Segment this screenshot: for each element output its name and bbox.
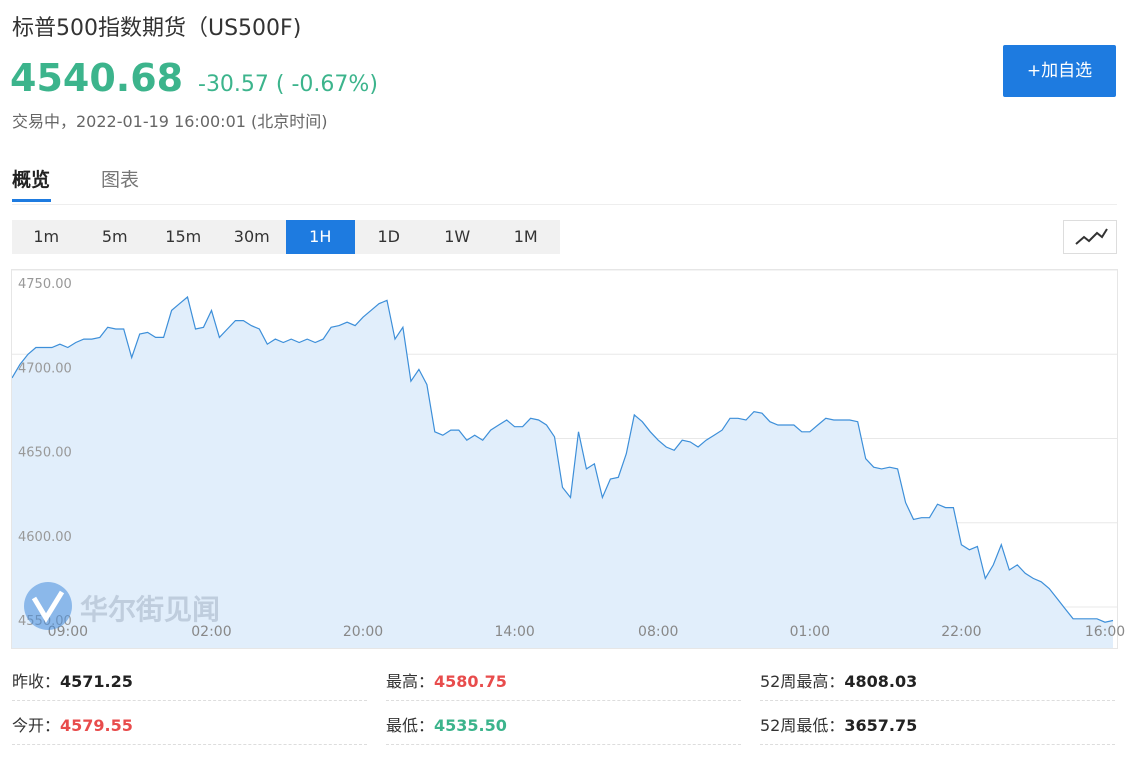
stat-value: 4535.50 bbox=[434, 716, 507, 735]
tab-indicator bbox=[12, 199, 51, 202]
stat-value: 4808.03 bbox=[844, 672, 918, 691]
y-tick-label: 4600.00 bbox=[18, 530, 72, 545]
x-tick-label: 01:00 bbox=[790, 624, 830, 640]
stat-label: 昨收： bbox=[12, 672, 61, 691]
chart-type-icon bbox=[1075, 228, 1108, 245]
divider bbox=[12, 204, 1117, 205]
divider bbox=[12, 700, 367, 701]
chart-type-button[interactable] bbox=[1063, 220, 1117, 254]
divider bbox=[12, 744, 367, 745]
add-watchlist-button[interactable]: +加自选 bbox=[1003, 45, 1116, 97]
y-tick-label: 4750.00 bbox=[18, 277, 72, 292]
stat-value: 3657.75 bbox=[844, 716, 918, 735]
stat: 52周最低：3657.75 bbox=[760, 712, 917, 736]
stat-label: 52周最高： bbox=[760, 672, 845, 691]
stat-value: 4579.55 bbox=[60, 716, 133, 735]
interval-button[interactable]: 1W bbox=[444, 227, 471, 246]
divider bbox=[760, 700, 1115, 701]
watermark: 华尔街见闻 bbox=[80, 593, 221, 626]
divider bbox=[760, 744, 1115, 745]
tab[interactable]: 概览 bbox=[12, 169, 51, 191]
stat: 最高：4580.75 bbox=[386, 668, 507, 692]
status: 交易中，2022-01-19 16:00:01 (北京时间) bbox=[12, 112, 328, 131]
stat: 昨收：4571.25 bbox=[12, 668, 133, 692]
x-tick-label: 08:00 bbox=[638, 624, 678, 640]
interval-button[interactable]: 5m bbox=[101, 227, 128, 246]
divider bbox=[386, 744, 741, 745]
stat-label: 今开： bbox=[12, 716, 61, 735]
x-tick-label: 14:00 bbox=[494, 624, 534, 640]
interval-button[interactable]: 1D bbox=[377, 227, 401, 246]
stat: 今开：4579.55 bbox=[12, 712, 133, 736]
watermark-logo bbox=[24, 582, 72, 630]
x-tick-label: 09:00 bbox=[48, 624, 88, 640]
price: 4540.68 bbox=[10, 56, 184, 100]
interval-button[interactable]: 15m bbox=[165, 227, 202, 246]
stat-label: 52周最低： bbox=[760, 716, 845, 735]
stat: 52周最高：4808.03 bbox=[760, 668, 917, 692]
price-line bbox=[12, 295, 1114, 623]
y-tick-label: 4650.00 bbox=[18, 446, 72, 461]
stat: 最低：4535.50 bbox=[386, 712, 507, 736]
price-change: -30.57 ( -0.67%) bbox=[198, 72, 378, 97]
title: 标普500指数期货（US500F) bbox=[12, 16, 302, 41]
stat-value: 4580.75 bbox=[434, 672, 507, 691]
x-tick-label: 16:00 bbox=[1085, 624, 1125, 640]
stat-label: 最低： bbox=[386, 716, 435, 735]
stat-label: 最高： bbox=[386, 672, 435, 691]
interval-button[interactable]: 1H bbox=[286, 220, 355, 254]
interval-button[interactable]: 1M bbox=[513, 227, 538, 246]
tab[interactable]: 图表 bbox=[101, 169, 140, 191]
x-tick-label: 02:00 bbox=[191, 624, 231, 640]
x-tick-label: 20:00 bbox=[343, 624, 383, 640]
interval-bar: 1m 5m 15m 30m 1H 1D 1W 1M bbox=[12, 220, 560, 254]
stat-value: 4571.25 bbox=[60, 672, 133, 691]
divider bbox=[386, 700, 741, 701]
y-tick-label: 4700.00 bbox=[18, 361, 72, 376]
interval-button[interactable]: 1m bbox=[33, 227, 60, 246]
interval-button[interactable]: 30m bbox=[233, 227, 270, 246]
area-fill bbox=[12, 297, 1113, 648]
x-tick-label: 22:00 bbox=[941, 624, 981, 640]
chart: 4550.004600.004650.004700.004750.0009:00… bbox=[11, 269, 1125, 649]
